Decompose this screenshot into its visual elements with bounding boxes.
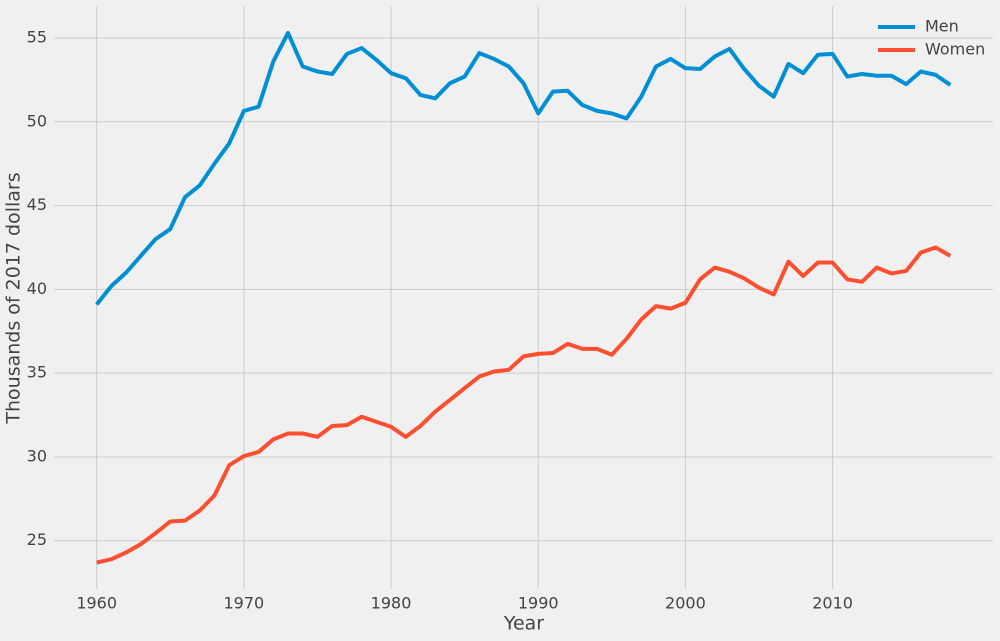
y-tick-label: 25: [27, 530, 47, 549]
legend-label: Men: [925, 17, 959, 36]
y-tick-label: 50: [27, 111, 47, 130]
y-tick-label: 45: [27, 195, 47, 214]
x-tick-label: 1970: [224, 594, 265, 613]
legend-label: Women: [925, 40, 985, 59]
x-tick-label: 1980: [371, 594, 412, 613]
line-series: [96, 245, 952, 565]
x-tick-label: 1990: [518, 594, 559, 613]
y-tick-label: 35: [27, 363, 47, 382]
line-series: [95, 30, 952, 306]
x-tick-label: 1960: [76, 594, 117, 613]
y-tick-label: 40: [27, 279, 47, 298]
x-tick-label: 2010: [812, 594, 853, 613]
y-tick-label: 55: [27, 28, 47, 47]
y-axis-label: Thousands of 2017 dollars: [3, 172, 25, 424]
y-tick-label: 30: [27, 446, 47, 465]
x-axis-label: Year: [503, 613, 544, 635]
x-tick-label: 2000: [665, 594, 706, 613]
